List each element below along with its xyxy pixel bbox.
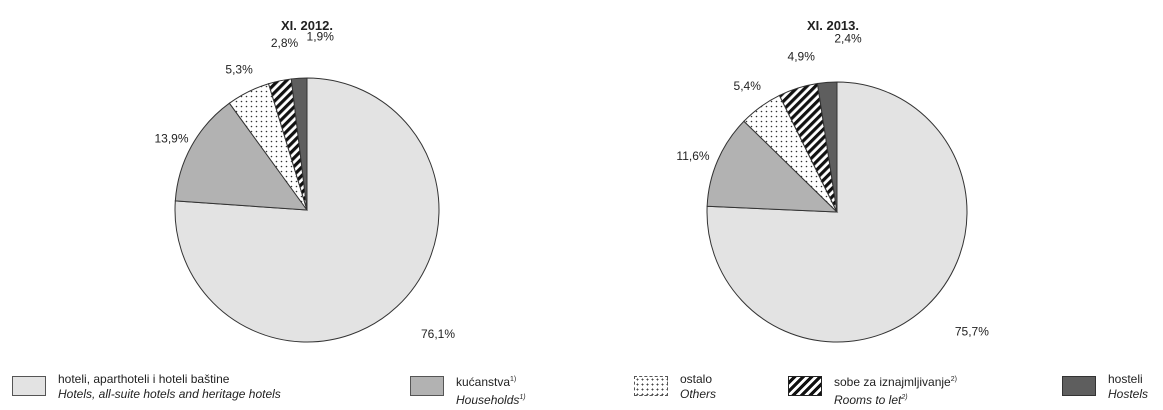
pie-1-label-rooms: 4,9% bbox=[788, 50, 816, 64]
pie-title-2012: XI. 2012. bbox=[281, 18, 333, 33]
legend-item-hostels: hosteli Hostels bbox=[1062, 372, 1148, 402]
legend-label-hotels-hr: hoteli, aparthoteli i hoteli baštine bbox=[58, 372, 230, 386]
legend-label-rooms-en: Rooms to let bbox=[834, 393, 902, 407]
pie-1-slice-households bbox=[706, 120, 839, 213]
legend-item-rooms: sobe za iznajmljivanje2) Rooms to let2) bbox=[788, 372, 957, 408]
legend-footnote-rooms-en: 2) bbox=[901, 394, 908, 401]
legend-swatch-rooms bbox=[788, 376, 822, 396]
pie-0-label-hotels: 76,1% bbox=[421, 327, 455, 341]
legend-label-others-en: Others bbox=[680, 387, 717, 401]
pie-0-slice-hotels bbox=[174, 77, 440, 343]
legend-swatch-hotels bbox=[12, 376, 46, 396]
legend-item-hotels: hoteli, aparthoteli i hoteli baštine Hot… bbox=[12, 372, 281, 402]
pie-1-label-others: 5,4% bbox=[734, 79, 762, 93]
legend-item-households: kućanstva1) Households1) bbox=[410, 372, 526, 408]
pie-title-2013: XI. 2013. bbox=[807, 18, 859, 33]
pie-0-label-rooms: 2,8% bbox=[271, 36, 299, 50]
pie-0-label-hostels: 1,9% bbox=[307, 29, 335, 43]
pie-1-label-hostels: 2,4% bbox=[834, 31, 862, 45]
legend-swatch-others bbox=[634, 376, 668, 396]
legend-item-others: ostalo Others bbox=[634, 372, 716, 402]
pie-1-slice-hostels bbox=[816, 81, 838, 213]
legend: hoteli, aparthoteli i hoteli baštine Hot… bbox=[0, 368, 1163, 410]
legend-swatch-households bbox=[410, 376, 444, 396]
pie-0-slice-hostels bbox=[290, 77, 308, 211]
legend-label-rooms-hr: sobe za iznajmljivanje bbox=[834, 375, 951, 389]
pie-charts: XI. 2012. XI. 2013. 76,1% 13,9% 5,3% 2,8% 1,… bbox=[154, 18, 989, 343]
legend-footnote-rooms-hr: 2) bbox=[950, 376, 957, 383]
legend-label-hotels-en: Hotels, all-suite hotels and heritage ho… bbox=[58, 387, 281, 401]
pie-1-label-households: 11,6% bbox=[676, 149, 709, 163]
legend-footnote-households-en: 1) bbox=[519, 394, 526, 401]
pie-0-label-households: 13,9% bbox=[154, 131, 188, 145]
legend-label-others-hr: ostalo bbox=[680, 372, 713, 386]
legend-label-households-en: Households bbox=[456, 393, 520, 407]
legend-label-households-hr: kućanstva bbox=[456, 375, 511, 389]
legend-footnote-households-hr: 1) bbox=[510, 376, 517, 383]
legend-label-hostels-en: Hostels bbox=[1108, 387, 1149, 401]
legend-swatch-hostels bbox=[1062, 376, 1096, 396]
pie-1-label-hotels: 75,7% bbox=[955, 325, 989, 339]
pie-0-slice-households bbox=[174, 102, 309, 211]
pie-0-label-others: 5,3% bbox=[225, 63, 253, 77]
legend-label-hostels-hr: hosteli bbox=[1108, 372, 1143, 386]
